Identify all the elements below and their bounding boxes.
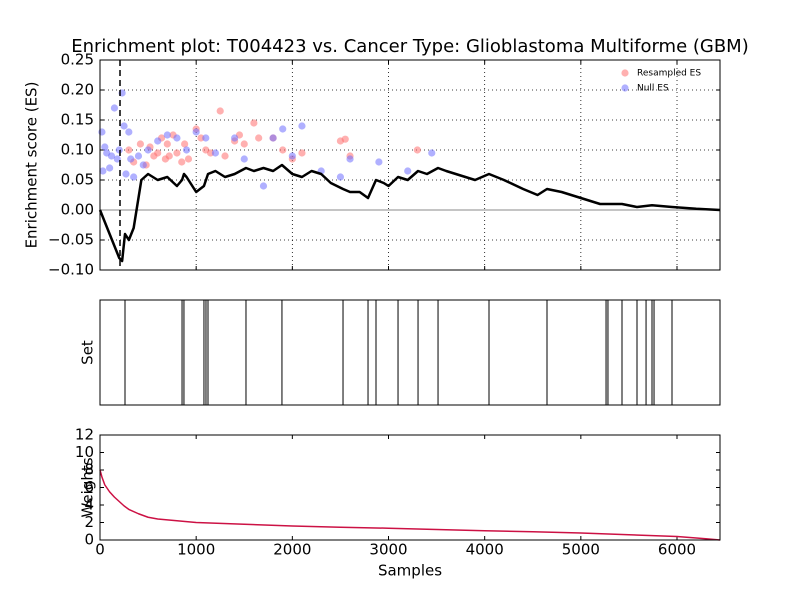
scatter-point [202,134,210,142]
scatter-point [154,137,162,145]
scatter-point [134,152,143,160]
y-axis-label: Weights [79,457,97,517]
y-tick-label: 0.00 [61,201,94,219]
y-tick-label: −0.10 [48,261,94,279]
scatter-point [404,167,412,175]
scatter-point [139,161,147,169]
scatter-point [178,158,186,166]
legend-marker [621,69,629,77]
scatter-point [255,134,263,142]
scatter-point [413,146,421,154]
y-tick-label: 10 [75,443,94,461]
x-tick-label: 2000 [273,541,311,559]
scatter-point [125,146,133,154]
scatter-point [181,140,189,148]
scatter-point [101,143,109,151]
scatter-point [163,131,171,139]
plot-frame [99,434,721,541]
line [99,469,721,541]
x-tick-label: 6000 [658,541,696,559]
scatter-point [136,140,144,148]
scatter-point [216,107,224,115]
chart-title: Enrichment plot: T004423 vs. Cancer Type… [71,36,749,57]
y-tick-label: 0.10 [61,141,94,159]
legend-label: Null ES [637,84,669,94]
x-tick-label: 5000 [562,541,600,559]
scatter-point [120,122,128,130]
scatter-point [211,149,220,157]
y-tick-label: 0.05 [61,171,94,189]
y-tick-label: 0.20 [61,81,94,99]
scatter-point [98,128,106,136]
legend-label: Resampled ES [637,69,701,79]
scatter-point [99,167,107,175]
scatter-point [154,149,162,157]
scatter-point [173,149,181,157]
y-tick-label: 12 [75,426,94,444]
scatter-point [298,122,306,130]
x-tick-label: 4000 [466,541,504,559]
scatter-point [130,173,138,181]
scatter-point [240,140,248,148]
scatter-point [346,155,354,163]
scatter-point [106,164,114,172]
scatter-point [221,152,229,160]
scatter-point [125,128,133,136]
y-tick-label: 4 [84,496,94,514]
x-tick-label: 1000 [177,541,215,559]
y-axis-label: Enrichment score (ES) [23,82,41,249]
y-tick-label: 8 [84,461,94,479]
scatter-point [240,155,248,163]
scatter-point [184,155,193,163]
legend-marker [621,84,629,92]
y-tick-label: 2 [84,513,94,531]
x-tick-label: 3000 [369,541,407,559]
scatter-point [288,152,296,160]
scatter-point [375,158,383,166]
x-tick-label: 0 [95,541,105,559]
scatter-point [259,182,268,190]
scatter-point [110,104,119,112]
scatter-point [173,134,181,142]
scatter-point [192,128,200,136]
scatter-point [113,155,121,163]
scatter-point [341,135,349,143]
x-axis-label: Samples [378,562,442,580]
scatter-point [144,146,152,154]
scatter-point [298,149,306,157]
scatter-point [115,146,123,154]
scatter-point [163,140,171,148]
scatter-point [107,152,116,160]
y-tick-label: 6 [84,478,94,496]
scatter-point [231,134,239,142]
plot-frame [99,59,721,271]
scatter-point [165,152,173,160]
y-tick-label: 0.25 [61,51,94,69]
scatter-point [250,119,258,127]
y-tick-label: 0.15 [61,111,94,129]
y-axis-label: Set [79,340,97,365]
scatter-point [428,149,436,157]
y-tick-label: 0 [84,531,94,549]
scatter-point [279,146,287,154]
line [98,163,721,263]
scatter-point [122,170,130,178]
scatter-point [269,134,277,142]
y-tick-label: −0.05 [48,231,94,249]
scatter-point [127,155,135,163]
scatter-point [182,146,191,154]
plot-frame [99,299,721,406]
scatter-point [336,173,345,181]
scatter-point [279,125,287,133]
